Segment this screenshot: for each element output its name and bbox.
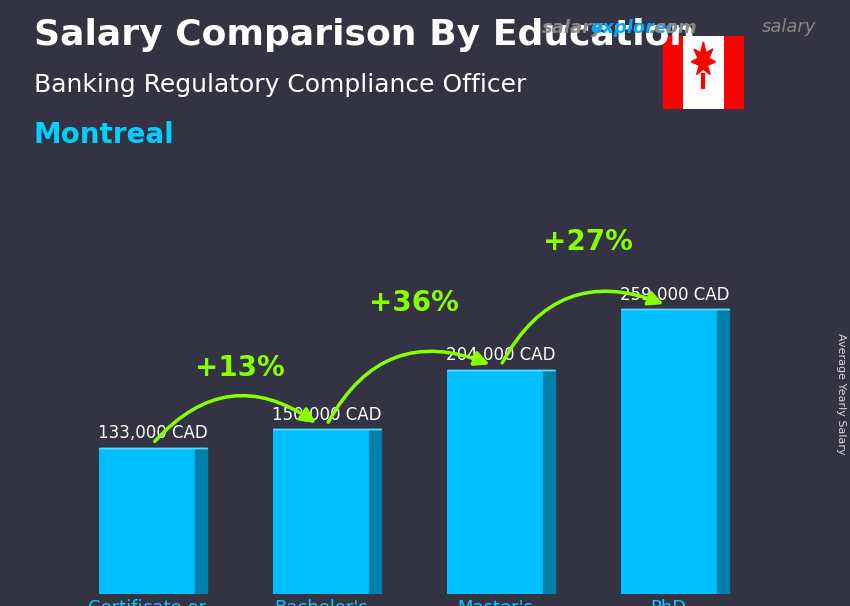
Text: salary: salary <box>542 19 604 38</box>
Text: Montreal: Montreal <box>34 121 175 149</box>
Text: 259,000 CAD: 259,000 CAD <box>620 286 729 304</box>
Text: 150,000 CAD: 150,000 CAD <box>272 405 382 424</box>
Bar <box>273 429 369 594</box>
Polygon shape <box>717 310 728 594</box>
Bar <box>683 36 723 109</box>
Text: salaryexplorer.com: salaryexplorer.com <box>649 18 820 36</box>
Bar <box>723 36 744 109</box>
Bar <box>663 36 683 109</box>
Text: .com: .com <box>649 19 697 38</box>
Text: 133,000 CAD: 133,000 CAD <box>98 424 208 442</box>
Bar <box>99 448 195 594</box>
Bar <box>447 370 542 594</box>
Text: Banking Regulatory Compliance Officer: Banking Regulatory Compliance Officer <box>34 73 526 97</box>
Text: 204,000 CAD: 204,000 CAD <box>446 346 556 364</box>
Polygon shape <box>369 429 381 594</box>
Text: explorer: explorer <box>591 19 676 38</box>
Text: Salary Comparison By Education: Salary Comparison By Education <box>34 18 695 52</box>
Text: +36%: +36% <box>369 289 459 317</box>
Text: salary: salary <box>762 18 816 36</box>
Bar <box>620 310 717 594</box>
Polygon shape <box>195 448 207 594</box>
Text: +27%: +27% <box>543 228 632 256</box>
Text: Average Yearly Salary: Average Yearly Salary <box>836 333 846 454</box>
Polygon shape <box>691 42 716 75</box>
Polygon shape <box>542 370 555 594</box>
Text: +13%: +13% <box>195 355 285 382</box>
